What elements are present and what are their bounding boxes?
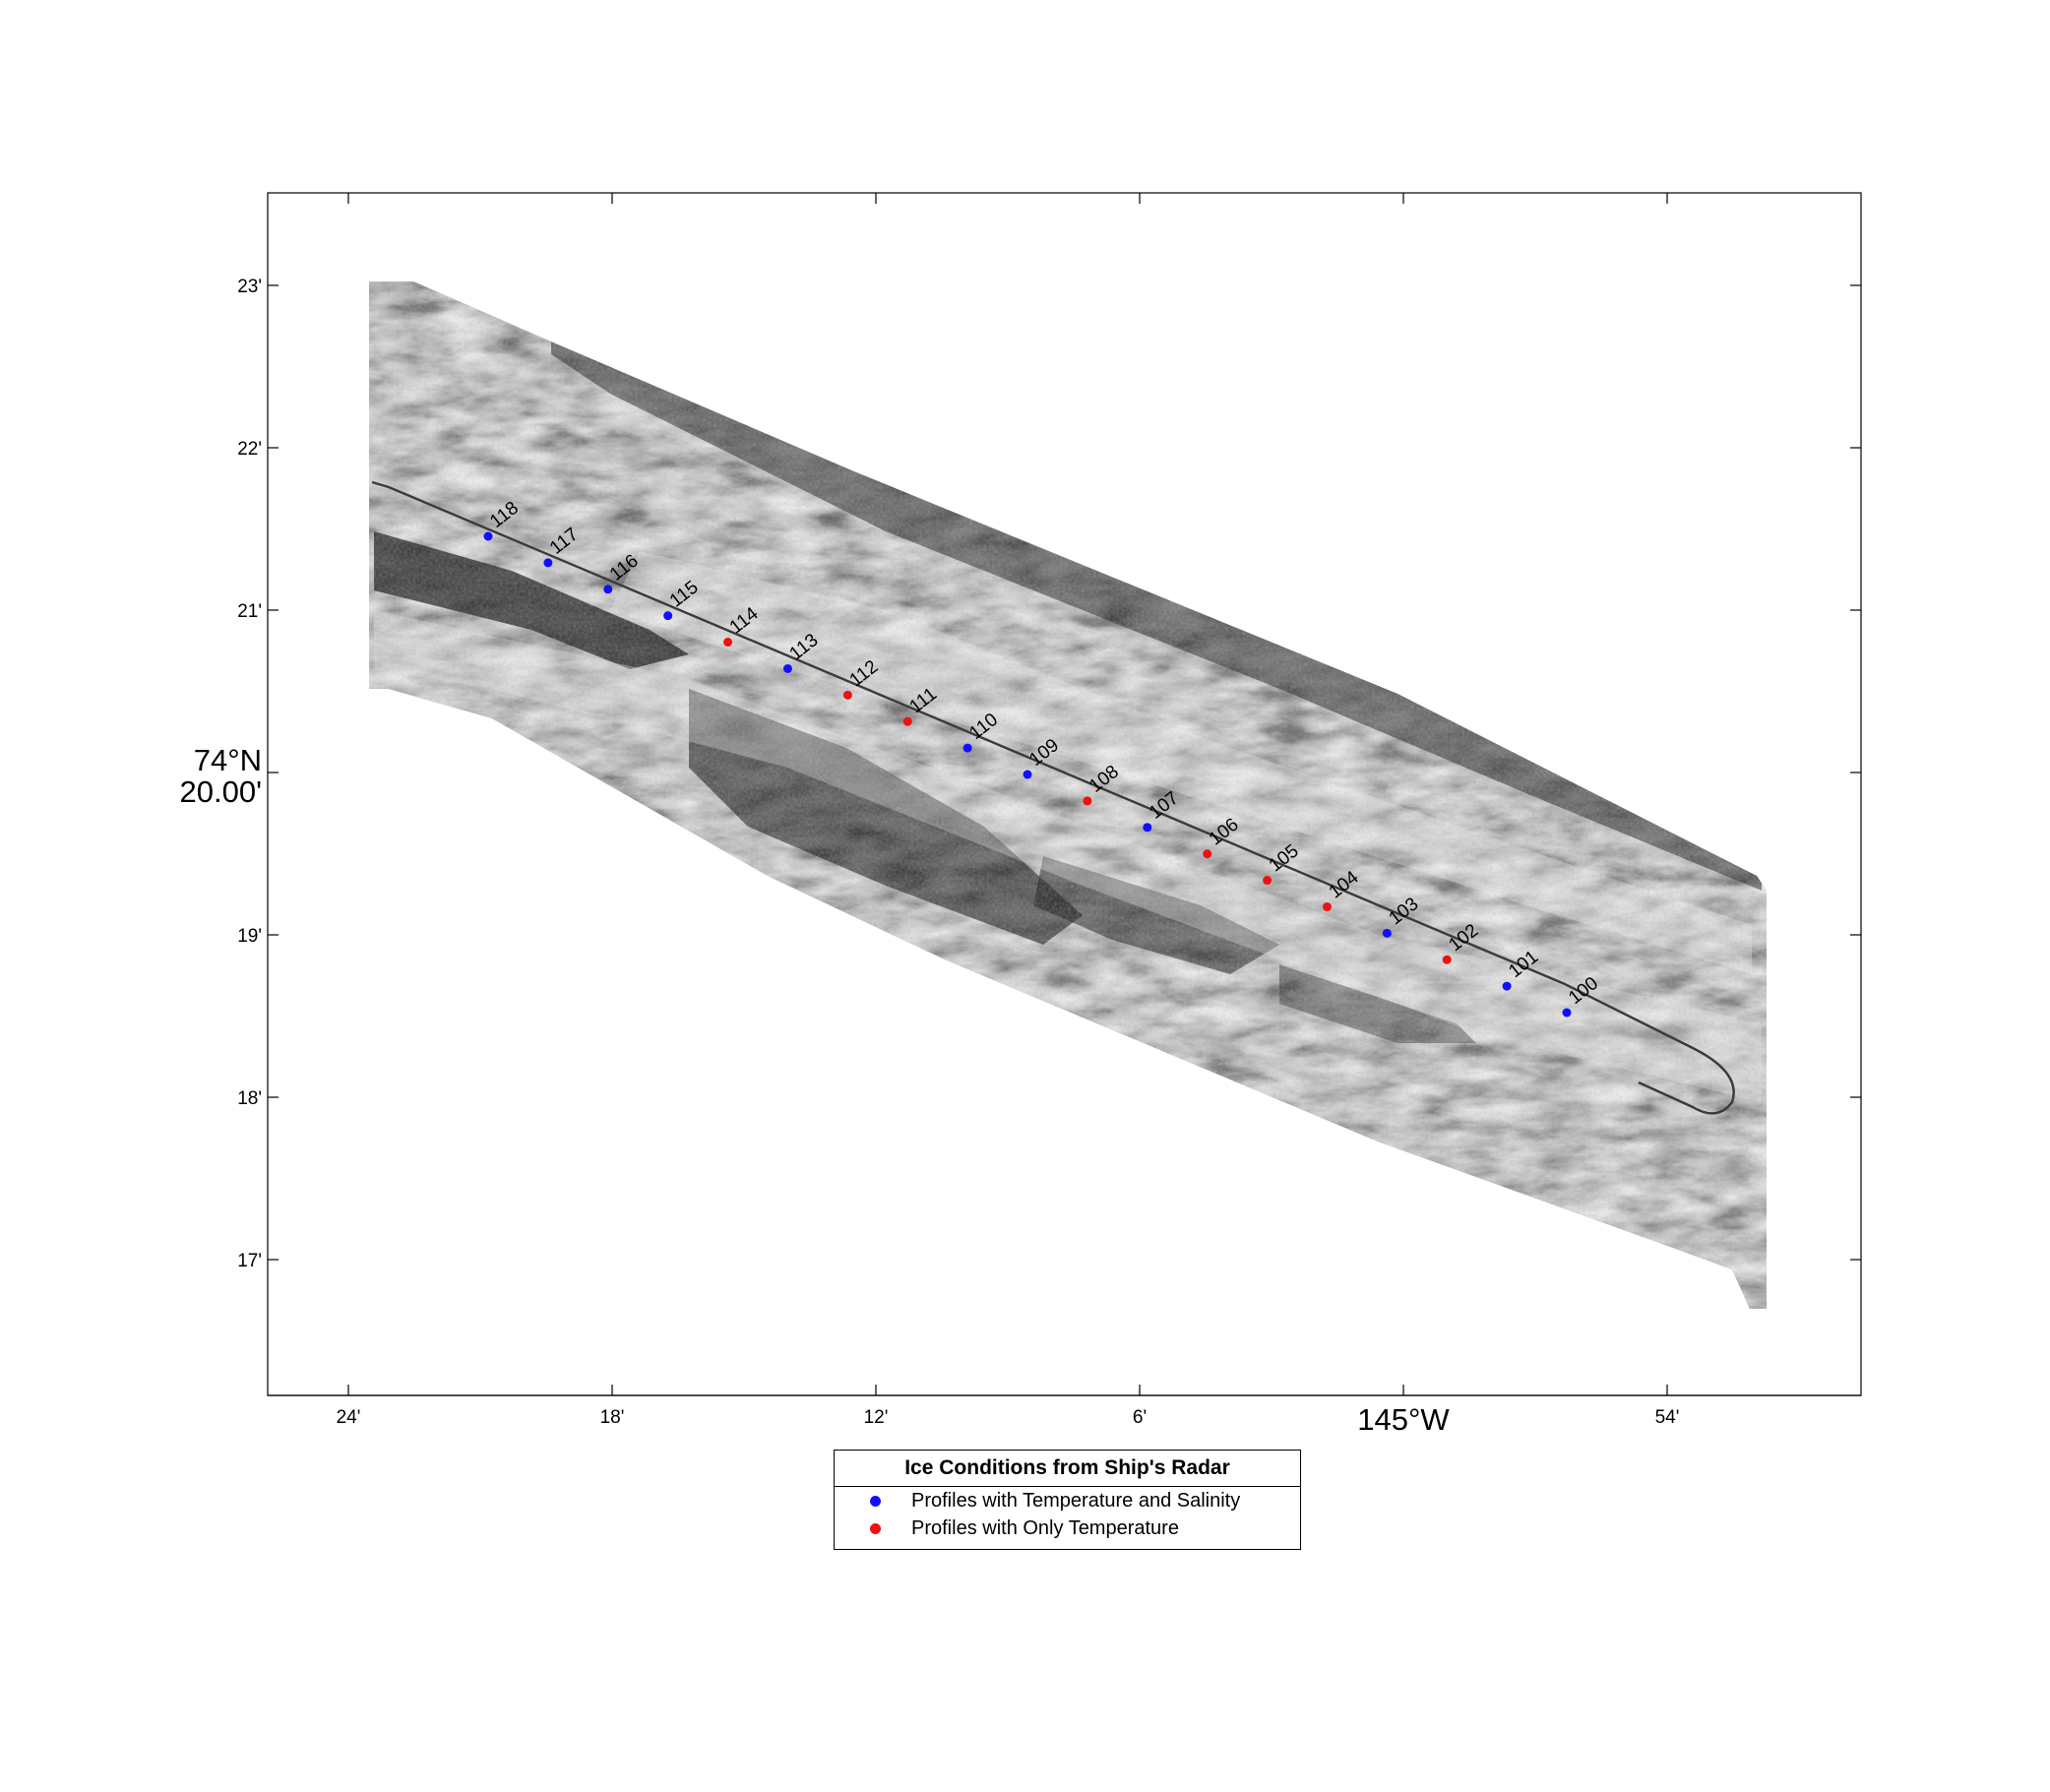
station-marker <box>1143 823 1152 833</box>
station-marker <box>902 716 912 726</box>
y-tick-label: 74°N <box>194 743 262 777</box>
x-tick-label: 54' <box>1655 1407 1680 1428</box>
station-marker <box>842 690 852 700</box>
station-marker <box>723 638 733 648</box>
radar-swath-image <box>369 281 1767 1309</box>
x-axis-ticks: 24' 18' 12' 6' 145°W 54' <box>337 193 1680 1437</box>
legend-title: Ice Conditions from Ship's Radar <box>835 1451 1300 1487</box>
y-tick-label: 23' <box>237 277 262 297</box>
station-marker <box>963 743 972 753</box>
station-marker <box>1562 1008 1572 1018</box>
blue-dot-icon <box>870 1496 881 1507</box>
y-tick-label: 17' <box>237 1251 262 1271</box>
ship-track <box>371 480 1735 1115</box>
y-tick-label: 19' <box>237 926 262 947</box>
legend-item-label: Profiles with Temperature and Salinity <box>911 1490 1241 1512</box>
station-marker <box>1502 981 1512 991</box>
station-marker <box>1083 796 1092 806</box>
station-marker <box>782 663 792 673</box>
x-tick-label: 12' <box>864 1407 889 1428</box>
station-marker <box>1263 876 1273 886</box>
station-marker <box>603 585 613 594</box>
station-marker <box>1203 849 1212 859</box>
legend-item-label: Profiles with Only Temperature <box>911 1517 1179 1539</box>
y-tick-label: 21' <box>237 601 262 622</box>
station-marker <box>1023 770 1032 779</box>
legend-item-temperature-salinity: Profiles with Temperature and Salinity <box>835 1487 1300 1514</box>
station-marker <box>1382 928 1392 938</box>
x-tick-label: 145°W <box>1357 1402 1450 1437</box>
station-marker <box>1322 901 1332 911</box>
x-tick-label: 24' <box>337 1407 361 1428</box>
legend: Ice Conditions from Ship's Radar Profile… <box>834 1450 1301 1550</box>
x-tick-label: 6' <box>1133 1407 1147 1428</box>
y-tick-label: 18' <box>237 1088 262 1109</box>
y-axis-ticks: 23' 22' 21' 74°N20.00' 19' 18' 17' <box>180 277 1861 1271</box>
y-tick-label: 22' <box>237 439 262 460</box>
x-tick-label: 18' <box>600 1407 625 1428</box>
station-marker <box>543 558 553 568</box>
station-marker <box>1442 955 1452 964</box>
station-marker <box>483 531 493 541</box>
red-dot-icon <box>870 1523 881 1534</box>
y-tick-label-minutes: 20.00' <box>180 774 263 809</box>
station-marker <box>663 611 673 621</box>
legend-item-only-temperature: Profiles with Only Temperature <box>835 1514 1300 1542</box>
